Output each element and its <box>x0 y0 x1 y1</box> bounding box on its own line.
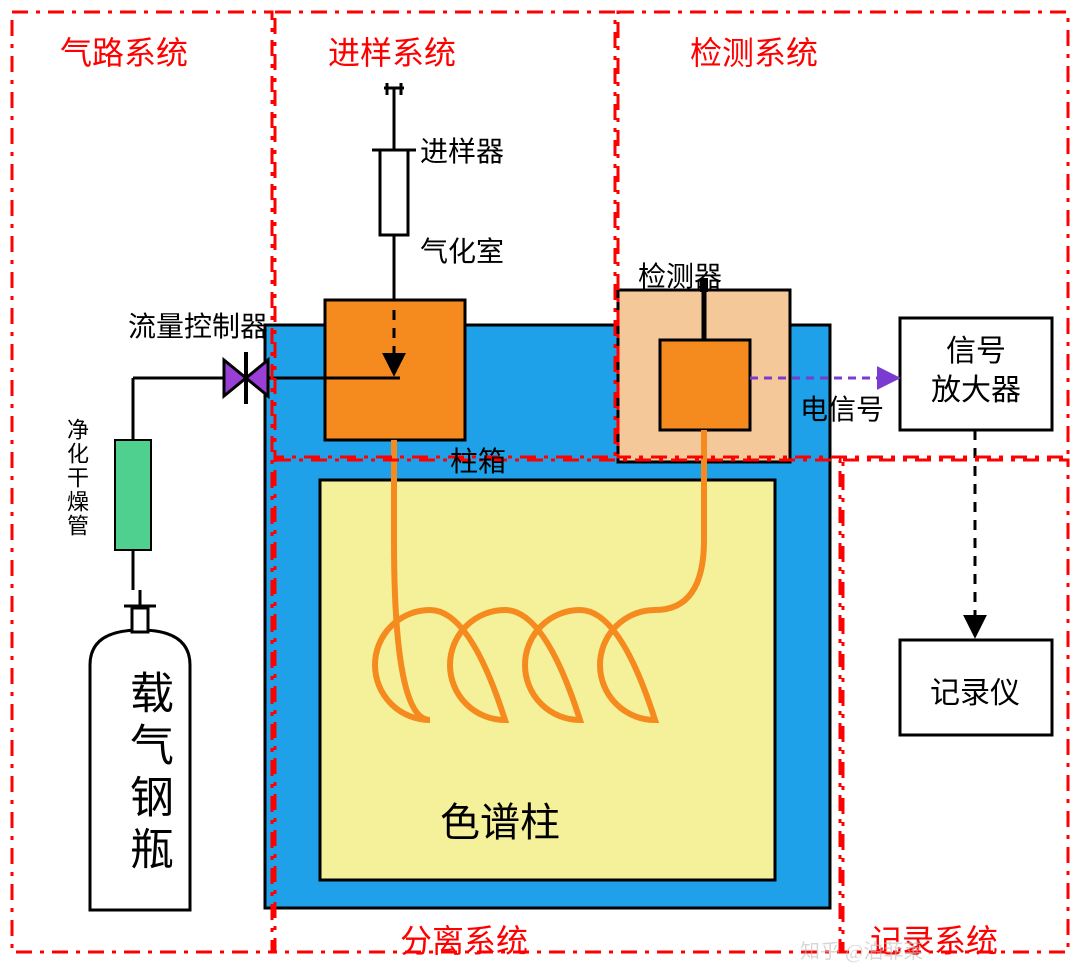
label-oven: 柱箱 <box>450 440 506 480</box>
section-title-separation: 分离系统 <box>400 916 528 962</box>
purifier-tube <box>115 440 151 550</box>
section-title-detection: 检测系统 <box>690 28 818 74</box>
label-detector: 检测器 <box>638 255 722 295</box>
label-flow-controller: 流量控制器 <box>128 305 268 345</box>
label-recorder: 记录仪 <box>930 668 1020 712</box>
section-title-gas-path: 气路系统 <box>60 28 188 74</box>
label-vaporizer: 气化室 <box>420 230 504 270</box>
watermark: 知乎 @泊菲莱 <box>800 935 923 964</box>
label-amplifier: 信号 放大器 <box>920 332 1032 410</box>
injector-syringe-icon <box>372 83 416 300</box>
flow-controller-icon <box>224 352 268 404</box>
label-purifier: 净化干燥管 <box>60 418 92 538</box>
label-signal: 电信号 <box>800 388 884 428</box>
section-title-injection: 进样系统 <box>328 28 456 74</box>
label-column: 色谱柱 <box>440 790 560 848</box>
label-injector: 进样器 <box>420 130 504 170</box>
label-gas-cylinder: 载气钢瓶 <box>115 670 179 878</box>
detector-inner <box>660 340 750 430</box>
